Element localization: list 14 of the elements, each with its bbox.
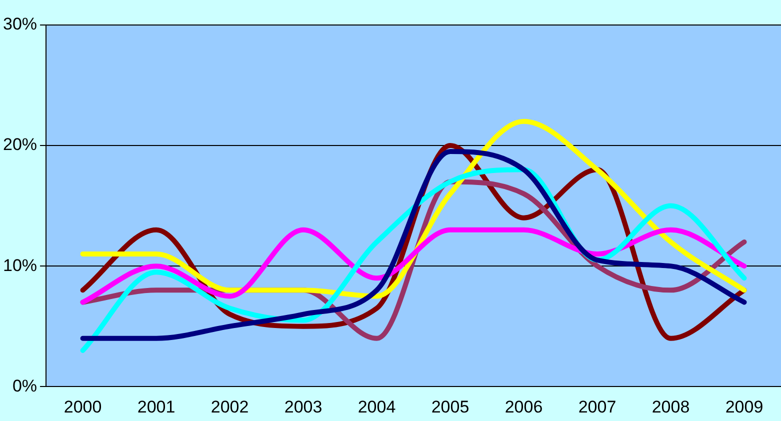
x-tick-label: 2005 [431, 397, 470, 416]
y-tick-label: 30% [2, 14, 38, 34]
x-tick-label: 2008 [652, 397, 690, 416]
y-tick-label: 10% [2, 256, 38, 275]
y-tick-label: 20% [2, 135, 38, 154]
x-tick-label: 2006 [504, 397, 543, 416]
y-tick-label: 0% [12, 376, 38, 396]
x-tick-label: 2001 [137, 397, 176, 416]
x-tick-label: 2002 [210, 397, 249, 416]
x-tick-label: 2000 [64, 397, 102, 416]
x-tick-label: 2009 [725, 397, 764, 416]
x-tick-label: 2007 [578, 397, 616, 416]
x-tick-label: 2004 [358, 397, 396, 416]
x-tick-label: 2003 [284, 397, 322, 416]
